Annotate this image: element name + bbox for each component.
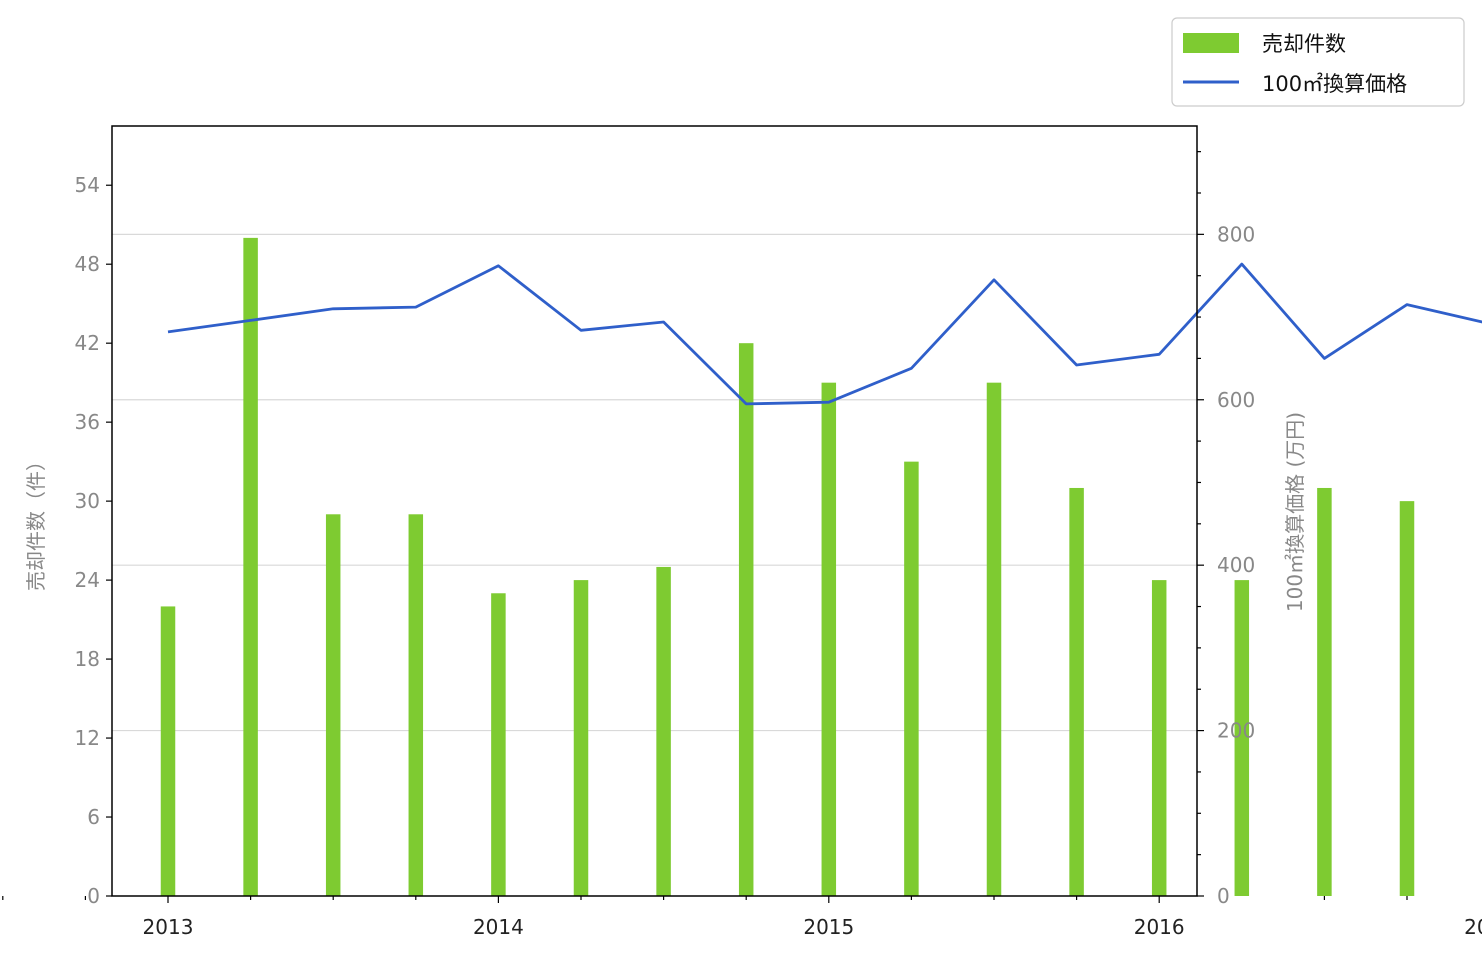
y-left-tick-label: 48: [75, 252, 100, 276]
bar: [986, 382, 1002, 897]
bar: [1234, 580, 1250, 896]
y-right-tick-label: 0: [1217, 884, 1230, 908]
x-tick-label: 2014: [473, 915, 524, 939]
y-left-tick-label: 42: [75, 331, 100, 355]
x-tick-label: 2015: [803, 915, 854, 939]
y-right-tick-label: 800: [1217, 222, 1255, 246]
bar: [160, 606, 176, 896]
bar: [1317, 487, 1332, 896]
y-right-tick-label: 200: [1217, 719, 1255, 743]
y-left-tick-label: 24: [75, 568, 100, 592]
bar: [821, 382, 837, 897]
bar: [491, 593, 506, 896]
bar: [573, 580, 589, 896]
axes: 0 6 12 18 24 30 36 42 48 54 0 200 400 600 800 2013 2014 2…: [2, 151, 1482, 939]
gridlines: [112, 233, 1197, 732]
bar: [656, 566, 671, 896]
y-axis-right-title: 100㎡換算価格 (万円): [1283, 412, 1307, 612]
bar: [1151, 580, 1167, 896]
y-right-tick-label: 400: [1217, 553, 1255, 577]
legend-label-line: 100㎡換算価格: [1262, 72, 1407, 96]
bar: [738, 343, 754, 897]
y-left-tick-label: 18: [75, 647, 100, 671]
y-left-tick-label: 36: [75, 410, 100, 434]
bar: [408, 514, 424, 896]
y-left-tick-label: 30: [75, 489, 100, 513]
y-axis-left-title: 売却件数（件）: [24, 451, 48, 591]
price-line: [167, 262, 1482, 406]
plot-frame: [111, 125, 1198, 897]
x-tick-label: 2013: [143, 915, 194, 939]
bar: [243, 237, 258, 896]
legend-swatch-bars: [1183, 33, 1239, 53]
y-left-tick-label: 6: [87, 805, 100, 829]
bar: [1399, 501, 1415, 896]
bar: [1069, 487, 1084, 896]
legend-box: [1171, 17, 1465, 107]
y-left-tick-label: 54: [75, 173, 100, 197]
legend-label-bars: 売却件数: [1262, 32, 1346, 56]
x-tick-label: 2016: [1134, 915, 1185, 939]
bar: [325, 514, 341, 896]
line-series: [167, 262, 1482, 406]
y-left-tick-label: 0: [87, 884, 100, 908]
x-tick-label: 2017: [1464, 915, 1482, 939]
bar: [904, 461, 919, 896]
y-right-tick-label: 600: [1217, 388, 1255, 412]
legend: 売却件数 100㎡換算価格: [1171, 17, 1465, 107]
y-left-tick-label: 12: [75, 726, 100, 750]
bar-series: [160, 237, 1415, 897]
